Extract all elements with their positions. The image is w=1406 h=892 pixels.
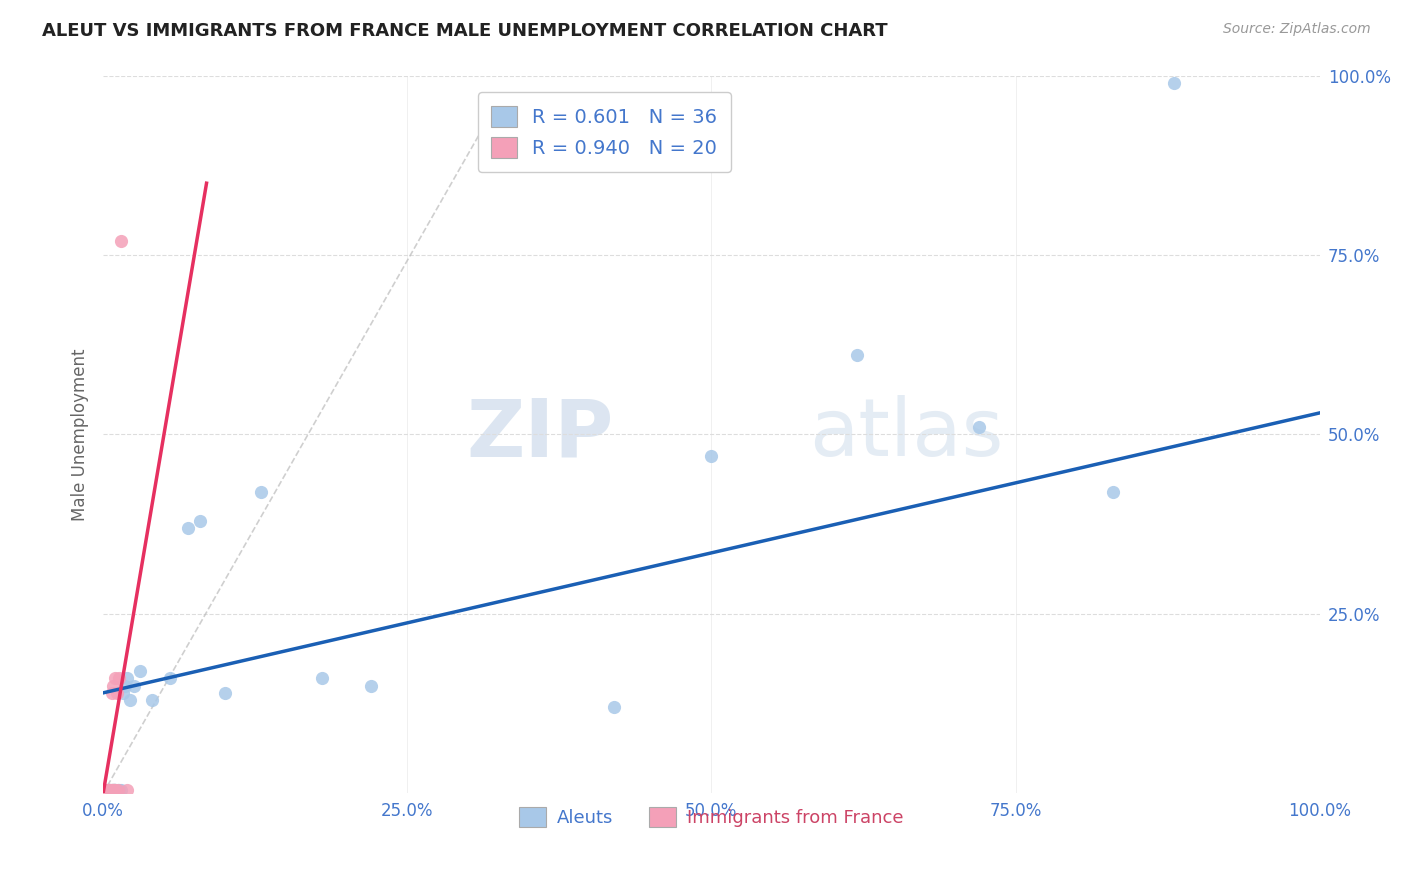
Point <box>104 672 127 686</box>
Text: Source: ZipAtlas.com: Source: ZipAtlas.com <box>1223 22 1371 37</box>
Point <box>107 782 129 797</box>
Point <box>111 686 134 700</box>
Point <box>104 782 127 797</box>
Point <box>100 782 122 797</box>
Text: ZIP: ZIP <box>467 395 614 474</box>
Point <box>114 679 136 693</box>
Point <box>100 782 122 797</box>
Point <box>700 449 723 463</box>
Point <box>98 782 121 797</box>
Point <box>96 782 118 797</box>
Text: atlas: atlas <box>808 395 1002 474</box>
Point <box>107 782 129 797</box>
Point <box>101 679 124 693</box>
Point <box>103 782 125 797</box>
Y-axis label: Male Unemployment: Male Unemployment <box>72 348 89 521</box>
Point <box>101 782 124 797</box>
Point <box>103 782 125 797</box>
Point <box>104 782 127 797</box>
Point <box>101 782 124 797</box>
Point <box>250 484 273 499</box>
Point <box>117 782 139 797</box>
Point <box>1102 484 1125 499</box>
Point <box>100 782 122 797</box>
Point <box>100 782 122 797</box>
Point <box>846 349 869 363</box>
Point <box>967 420 990 434</box>
Point <box>108 782 131 797</box>
Point <box>103 782 125 797</box>
Point <box>98 782 121 797</box>
Text: ALEUT VS IMMIGRANTS FROM FRANCE MALE UNEMPLOYMENT CORRELATION CHART: ALEUT VS IMMIGRANTS FROM FRANCE MALE UNE… <box>42 22 887 40</box>
Point <box>100 782 122 797</box>
Point <box>128 665 150 679</box>
Point <box>360 679 382 693</box>
Point <box>141 693 163 707</box>
Point <box>603 700 626 714</box>
Point <box>122 679 145 693</box>
Point <box>1163 76 1185 90</box>
Point <box>97 782 120 797</box>
Point <box>100 782 122 797</box>
Point <box>100 782 122 797</box>
Point <box>97 782 120 797</box>
Point <box>105 686 128 700</box>
Point <box>214 686 236 700</box>
Point <box>98 782 121 797</box>
Point <box>177 521 200 535</box>
Point <box>103 782 125 797</box>
Point <box>118 693 141 707</box>
Point <box>104 782 127 797</box>
Point <box>108 672 131 686</box>
Point <box>104 782 127 797</box>
Point <box>311 672 333 686</box>
Legend: Aleuts, Immigrants from France: Aleuts, Immigrants from France <box>512 800 911 835</box>
Point <box>100 686 122 700</box>
Point <box>96 782 118 797</box>
Point <box>190 514 212 528</box>
Point <box>159 672 181 686</box>
Point <box>110 782 132 797</box>
Point <box>117 672 139 686</box>
Point <box>101 782 124 797</box>
Point <box>110 234 132 248</box>
